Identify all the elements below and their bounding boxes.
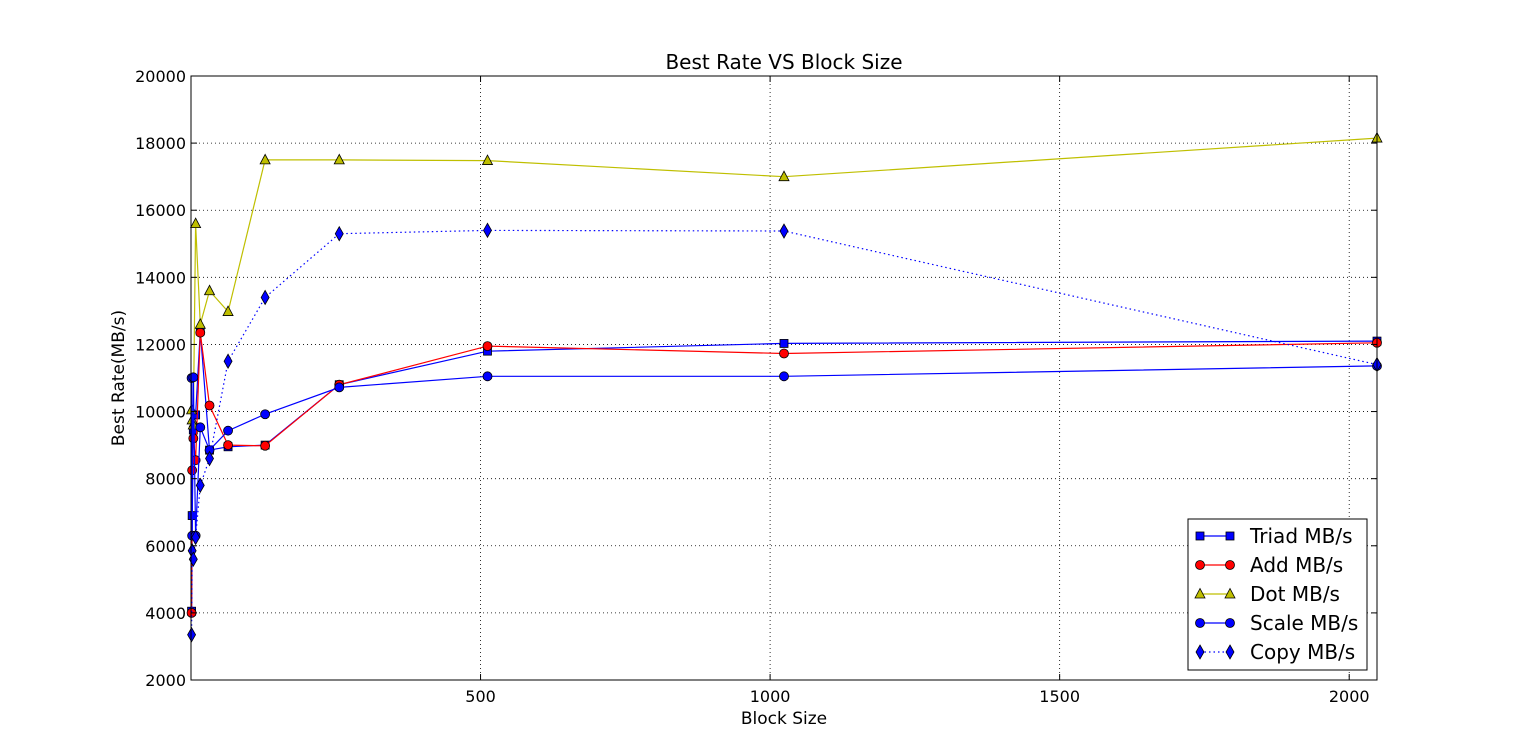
y-tick-label: 8000 <box>145 470 186 489</box>
data-point <box>189 217 202 229</box>
data-point <box>223 425 233 436</box>
y-tick-label: 2000 <box>145 671 186 690</box>
legend-marker <box>1195 644 1205 660</box>
y-tick-label: 6000 <box>145 537 186 556</box>
chart-title: Best Rate VS Block Size <box>665 50 902 74</box>
data-point <box>187 626 197 643</box>
legend-label: Add MB/s <box>1250 553 1343 577</box>
legend-marker <box>1225 531 1235 541</box>
series-line <box>191 365 1378 536</box>
legend: Triad MB/s Add MB/s Dot MB/s Scale MB/s Copy… <box>1187 518 1368 671</box>
y-tick-label: 10000 <box>135 403 186 422</box>
y-tick-label: 4000 <box>145 604 186 623</box>
data-point <box>223 353 233 370</box>
data-point <box>194 317 206 329</box>
legend-marker <box>1195 531 1205 541</box>
legend-label: Copy MB/s <box>1250 640 1355 664</box>
y-tick-label: 18000 <box>135 134 186 153</box>
data-point <box>203 284 216 296</box>
data-point <box>779 339 789 348</box>
legend-marker <box>1225 560 1235 570</box>
data-point <box>223 440 233 451</box>
x-tick-label: 2000 <box>1329 687 1370 706</box>
data-point <box>481 154 494 165</box>
legend-label: Dot MB/s <box>1250 582 1340 606</box>
x-tick-label: 1500 <box>1039 687 1080 706</box>
x-tick-label: 500 <box>465 687 496 706</box>
data-point <box>483 222 492 239</box>
data-point <box>482 371 493 382</box>
axis-ticks: 500 1000 1500 2000 2000 4000 6000 8000 10000 1200… <box>135 67 1377 706</box>
legend-marker <box>1225 644 1235 660</box>
data-point <box>204 400 215 411</box>
data-point <box>260 440 271 451</box>
data-point <box>260 289 270 306</box>
y-tick-label: 12000 <box>135 335 186 354</box>
legend-marker <box>1195 560 1205 570</box>
data-point <box>195 422 206 433</box>
plot-frame <box>190 75 1378 681</box>
y-tick-label: 16000 <box>135 201 186 220</box>
x-tick-label: 1000 <box>750 687 791 706</box>
y-tick-label: 20000 <box>135 67 186 86</box>
data-point <box>334 225 344 242</box>
series-group <box>185 131 1383 643</box>
legend-label: Triad MB/s <box>1249 524 1353 548</box>
data-point <box>195 327 206 338</box>
data-point <box>222 305 234 316</box>
data-point <box>334 382 345 393</box>
data-point <box>333 153 345 165</box>
data-point <box>259 153 271 165</box>
legend-label: Scale MB/s <box>1250 611 1358 635</box>
legend-marker <box>1224 587 1236 599</box>
data-point <box>195 477 205 494</box>
data-point <box>188 372 199 383</box>
data-point <box>260 409 271 420</box>
x-axis-label: Block Size <box>741 709 827 729</box>
legend-marker <box>1225 618 1235 628</box>
data-point <box>778 170 790 182</box>
legend-marker <box>1195 618 1205 628</box>
y-axis-label: Best Rate(MB/s) <box>109 310 129 446</box>
data-point <box>191 529 201 546</box>
data-point <box>205 450 214 467</box>
series-4 <box>187 222 1382 643</box>
y-tick-label: 14000 <box>135 268 186 287</box>
data-point <box>779 371 789 382</box>
data-point <box>779 348 789 359</box>
data-point <box>482 341 493 352</box>
data-point <box>779 223 789 239</box>
legend-marker <box>1194 587 1206 599</box>
